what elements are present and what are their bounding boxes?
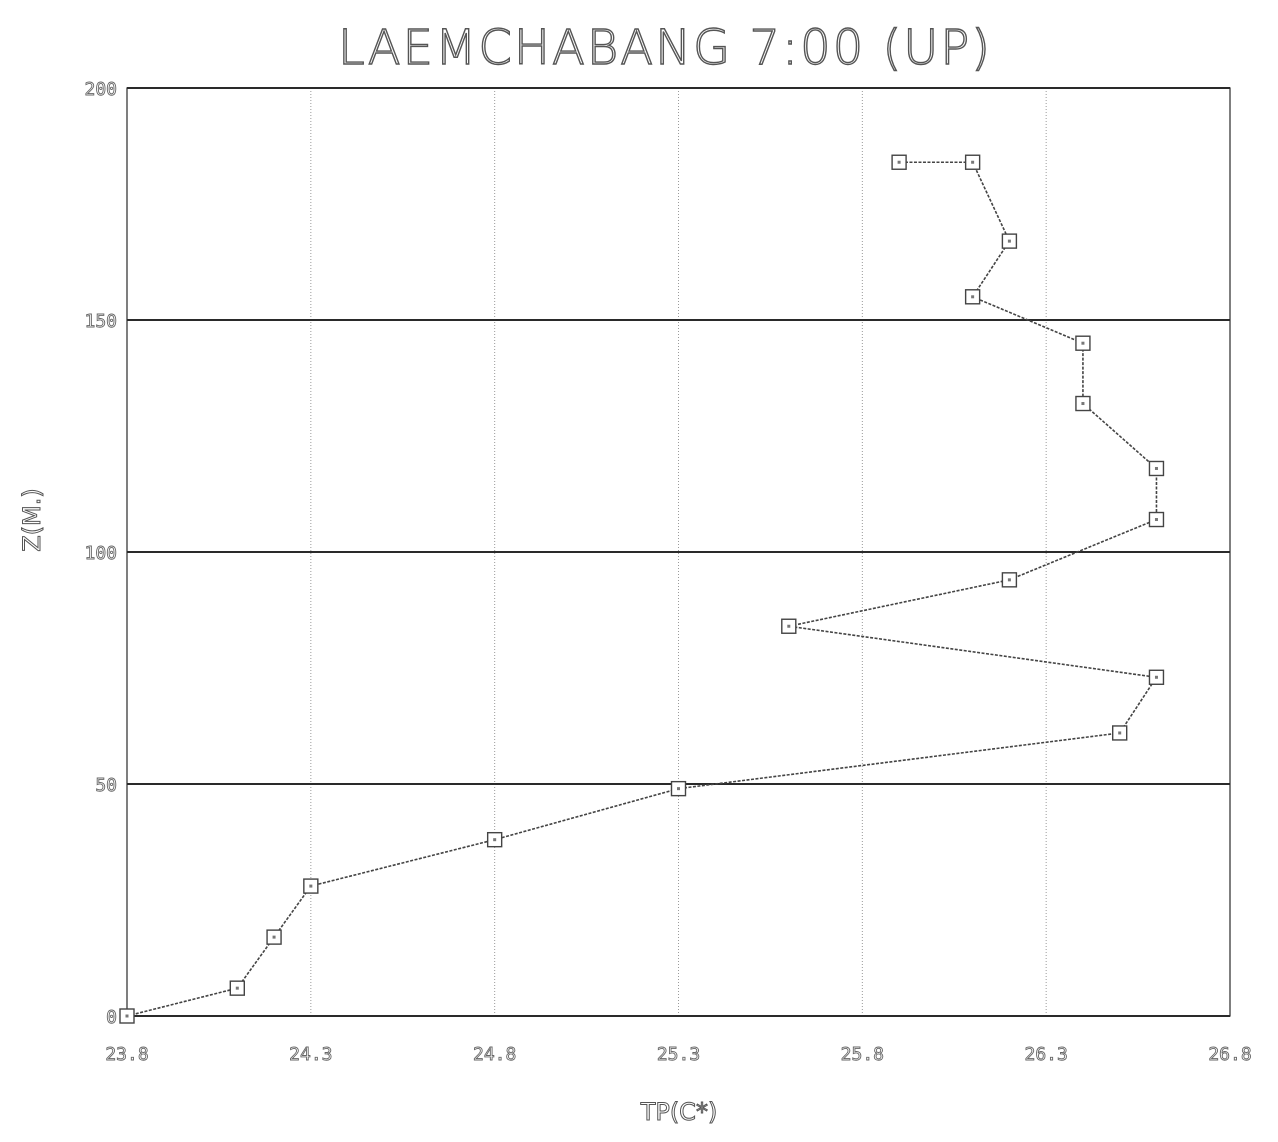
x-tick-label: 24.3 [289,1044,332,1065]
y-axis-label: Z(M.) [18,488,46,552]
y-tick-label: 200 [84,79,117,100]
x-tick-label: 24.8 [473,1044,516,1065]
data-point-center [235,986,239,990]
data-point-center [787,624,791,628]
y-tick-label: 150 [84,311,117,332]
data-point-center [1007,578,1011,582]
data-point-center [1081,341,1085,345]
x-tick-label: 26.3 [1024,1044,1067,1065]
series-layer [119,154,1165,1024]
x-tick-label: 23.8 [105,1044,148,1065]
data-point-center [971,295,975,299]
data-point-center [272,935,276,939]
chart-title: LAEMCHABANG 7:00 (UP) [338,20,992,76]
data-point-center [309,884,313,888]
data-point-center [125,1014,129,1018]
grid-layer [126,87,1231,1017]
data-point-center [1118,731,1122,735]
x-tick-label: 25.8 [841,1044,884,1065]
data-point-center [1154,518,1158,522]
y-tick-label: 50 [95,775,117,796]
x-tick-label: 25.3 [657,1044,700,1065]
data-point-center [971,160,975,164]
data-point-center [1154,466,1158,470]
x-tick-label: 26.8 [1208,1044,1251,1065]
plot-frame [126,87,1231,1017]
tick-labels: 23.8 24.3 24.8 25.3 25.8 26.3 26.8 0 50 100 150 200 [84,79,1252,1066]
data-point-center [493,838,497,842]
data-point-center [897,160,901,164]
data-point-center [1007,239,1011,243]
y-tick-label: 0 [106,1007,117,1028]
y-tick-label: 100 [84,543,117,564]
data-point-center [1081,402,1085,406]
data-point-center [1154,675,1158,679]
data-point-center [677,787,680,791]
series-line [126,161,1158,1017]
x-axis-label: TP(C*) [640,1098,718,1126]
